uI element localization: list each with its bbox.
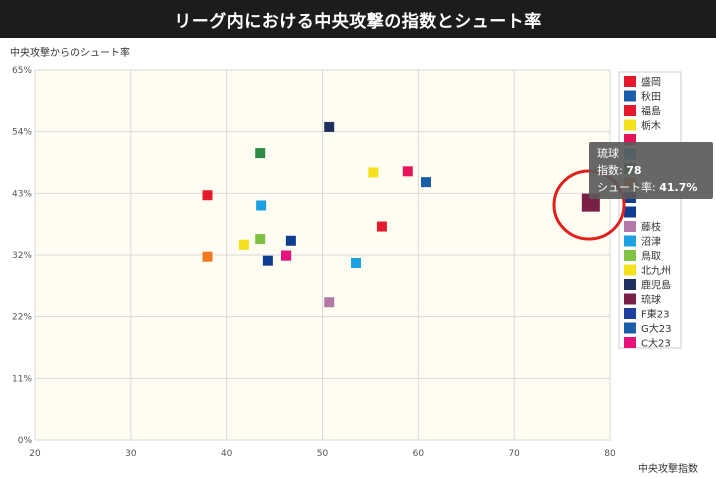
legend-swatch: [624, 279, 636, 290]
legend-swatch: [624, 90, 636, 102]
legend-label: 琉球: [641, 293, 661, 306]
data-point: [324, 297, 335, 308]
legend-swatch: [624, 293, 636, 305]
legend-swatch: [624, 264, 636, 276]
tooltip-rate-label: シュート率:: [597, 181, 660, 194]
tick-labels: 20 30 40 50 60 70 80 0% 11% 22% 32% 43% 54% 65%: [12, 66, 616, 459]
data-point: [256, 200, 267, 211]
y-tick-label: 65%: [12, 66, 32, 76]
legend-label: C大23: [641, 337, 671, 350]
legend-label: F東23: [641, 308, 669, 321]
data-point: [285, 235, 296, 246]
legend-label: 沼津: [641, 235, 661, 248]
legend-label: 栃木: [641, 119, 661, 132]
x-tick-label: 40: [221, 449, 233, 459]
tooltip-rate: シュート率: 41.7%: [597, 179, 705, 196]
tooltip-index: 指数: 78: [597, 162, 705, 179]
data-point: [238, 239, 249, 250]
legend-swatch: [624, 134, 636, 145]
y-axis-label: 中央攻撃からのシュート率: [10, 48, 130, 59]
tooltip: 琉球 指数: 78 シュート率: 41.7%: [589, 142, 713, 199]
data-point: [202, 251, 213, 262]
data-point: [402, 166, 413, 177]
legend-swatch: [624, 119, 636, 131]
data-point: [421, 177, 431, 188]
x-axis-label: 中央攻撃指数: [638, 464, 698, 475]
y-tick-label: 22%: [12, 313, 32, 323]
tooltip-rate-value: 41.7%: [659, 181, 698, 194]
y-tick-label: 43%: [12, 189, 32, 199]
legend-label: G大23: [641, 322, 671, 335]
data-point: [324, 121, 335, 132]
data-point: [202, 190, 213, 201]
y-tick-label: 0%: [18, 436, 33, 446]
legend-swatch: [624, 337, 636, 348]
tooltip-index-label: 指数:: [597, 164, 627, 177]
legend-label: 秋田: [641, 90, 661, 103]
tooltip-index-value: 78: [626, 164, 642, 177]
data-point: [255, 148, 266, 159]
legend-label: 盛岡: [641, 76, 661, 89]
data-point: [255, 234, 266, 245]
legend-label: 鳥取: [641, 250, 661, 263]
legend-swatch: [624, 76, 636, 87]
y-tick-label: 11%: [12, 374, 32, 384]
data-point: [281, 250, 292, 261]
legend-label: 福島: [641, 105, 661, 118]
grid: [34, 69, 611, 441]
legend-swatch: [624, 105, 636, 116]
legend-label: 藤枝: [641, 221, 661, 234]
legend-swatch: [624, 250, 636, 261]
tooltip-name: 琉球: [597, 147, 619, 160]
data-point: [376, 221, 387, 232]
x-tick-label: 50: [317, 449, 329, 459]
legend-swatch: [624, 206, 636, 218]
legend-swatch: [624, 221, 636, 232]
y-tick-label: 54%: [12, 128, 32, 138]
chart-title: リーグ内における中央攻撃の指数とシュート率: [174, 11, 542, 32]
data-points: [202, 121, 600, 308]
x-tick-label: 60: [413, 449, 425, 459]
legend-label: 北九州: [641, 265, 671, 277]
legend-label: 鹿児島: [641, 279, 671, 292]
x-tick-label: 80: [604, 449, 616, 459]
legend-swatch: [624, 235, 636, 247]
data-point: [351, 257, 362, 268]
x-tick-label: 30: [125, 449, 137, 459]
legend-swatch: [624, 322, 636, 334]
data-point: [262, 255, 273, 266]
legend-swatch: [624, 308, 636, 319]
data-point: [368, 167, 379, 178]
title-bar: リーグ内における中央攻撃の指数とシュート率: [0, 0, 716, 38]
x-tick-label: 70: [508, 449, 520, 459]
y-tick-label: 32%: [12, 251, 32, 261]
x-tick-label: 20: [29, 449, 41, 459]
